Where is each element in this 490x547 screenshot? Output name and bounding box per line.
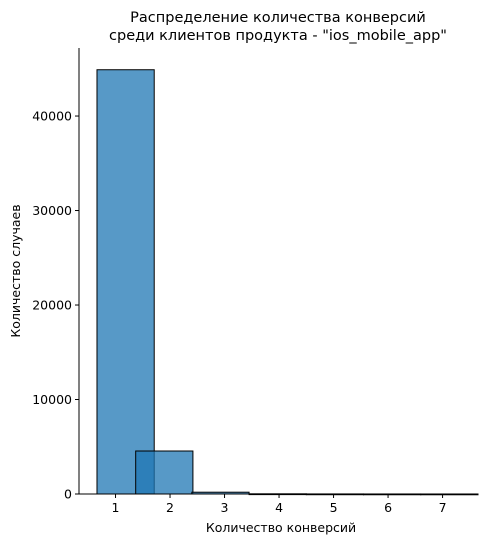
x-tick-label: 1 (112, 500, 120, 515)
y-tick-label: 10000 (32, 392, 72, 407)
y-tick-label: 0 (64, 487, 72, 502)
histogram-bar-1 (96, 69, 155, 495)
y-tick-label: 30000 (32, 203, 72, 218)
chart-title-line-1: Распределение количества конверсий (130, 10, 426, 26)
y-tick-label: 20000 (32, 298, 72, 313)
x-tick-label: 5 (330, 500, 338, 515)
x-tick-label: 4 (275, 500, 283, 515)
y-ticks-group: 0 10000 20000 30000 40000 (32, 109, 79, 502)
x-tick-label: 3 (221, 500, 229, 515)
bars-group (96, 69, 479, 496)
chart-title-line-2: среди клиентов продукта - "ios_mobile_ap… (109, 28, 447, 44)
x-tick-label: 6 (384, 500, 392, 515)
x-ticks-group: 1 2 3 4 5 6 7 (112, 494, 447, 515)
y-tick-label: 40000 (32, 109, 72, 124)
y-axis-label: Количество случаев (8, 204, 23, 337)
histogram-bar-2 (135, 450, 194, 495)
x-tick-label: 7 (439, 500, 447, 515)
x-axis-label: Количество конверсий (206, 520, 356, 535)
x-tick-label: 2 (166, 500, 174, 515)
